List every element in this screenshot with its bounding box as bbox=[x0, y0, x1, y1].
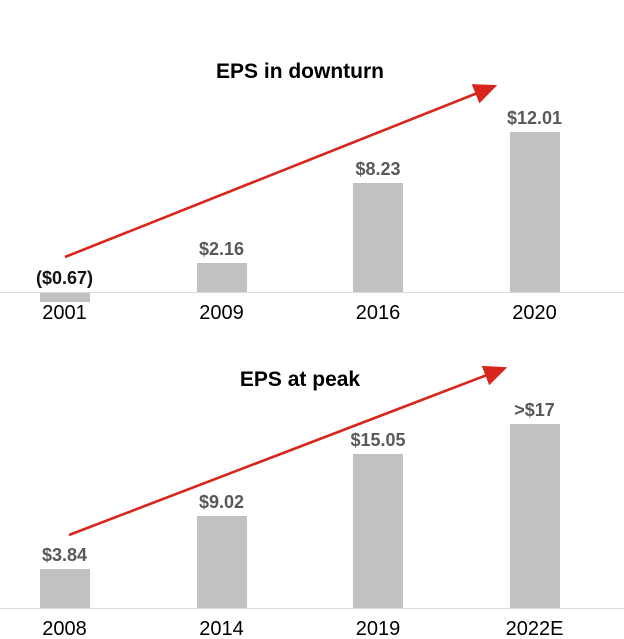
bar-2008 bbox=[39, 569, 90, 608]
bar-2016 bbox=[353, 183, 403, 292]
bar-2009 bbox=[196, 263, 247, 292]
data-label-2019: $15.05 bbox=[350, 430, 406, 450]
data-label-2016: $8.23 bbox=[355, 159, 401, 179]
chart-title: EPS at peak bbox=[239, 368, 361, 391]
bar-2014 bbox=[196, 516, 247, 608]
trend-arrow-icon bbox=[68, 365, 508, 537]
category-label-2001: 2001 bbox=[42, 302, 87, 324]
category-label-2008: 2008 bbox=[42, 618, 87, 639]
bar-2001 bbox=[39, 293, 90, 302]
category-label-2016: 2016 bbox=[355, 302, 401, 324]
data-label-2014: $9.02 bbox=[198, 492, 245, 512]
x-axis-line bbox=[0, 608, 624, 609]
category-label-2019: 2019 bbox=[355, 618, 401, 639]
bar-2019 bbox=[353, 454, 403, 608]
category-label-2020: 2020 bbox=[512, 302, 557, 324]
chart-title: EPS in downturn bbox=[216, 60, 384, 83]
bar-2020 bbox=[509, 132, 560, 292]
data-label-2001: ($0.67) bbox=[35, 268, 94, 288]
data-label-2009: $2.16 bbox=[198, 239, 245, 259]
trend-arrow-icon bbox=[64, 84, 498, 259]
bar-2022e bbox=[509, 424, 560, 608]
data-label-2020: $12.01 bbox=[506, 108, 563, 128]
data-label-2022e: >$17 bbox=[514, 400, 555, 420]
category-label-2009: 2009 bbox=[199, 302, 244, 324]
category-label-2022e: 2022E bbox=[505, 618, 564, 639]
category-label-2014: 2014 bbox=[199, 618, 244, 639]
data-label-2008: $3.84 bbox=[41, 545, 88, 565]
x-axis-line bbox=[0, 292, 624, 293]
